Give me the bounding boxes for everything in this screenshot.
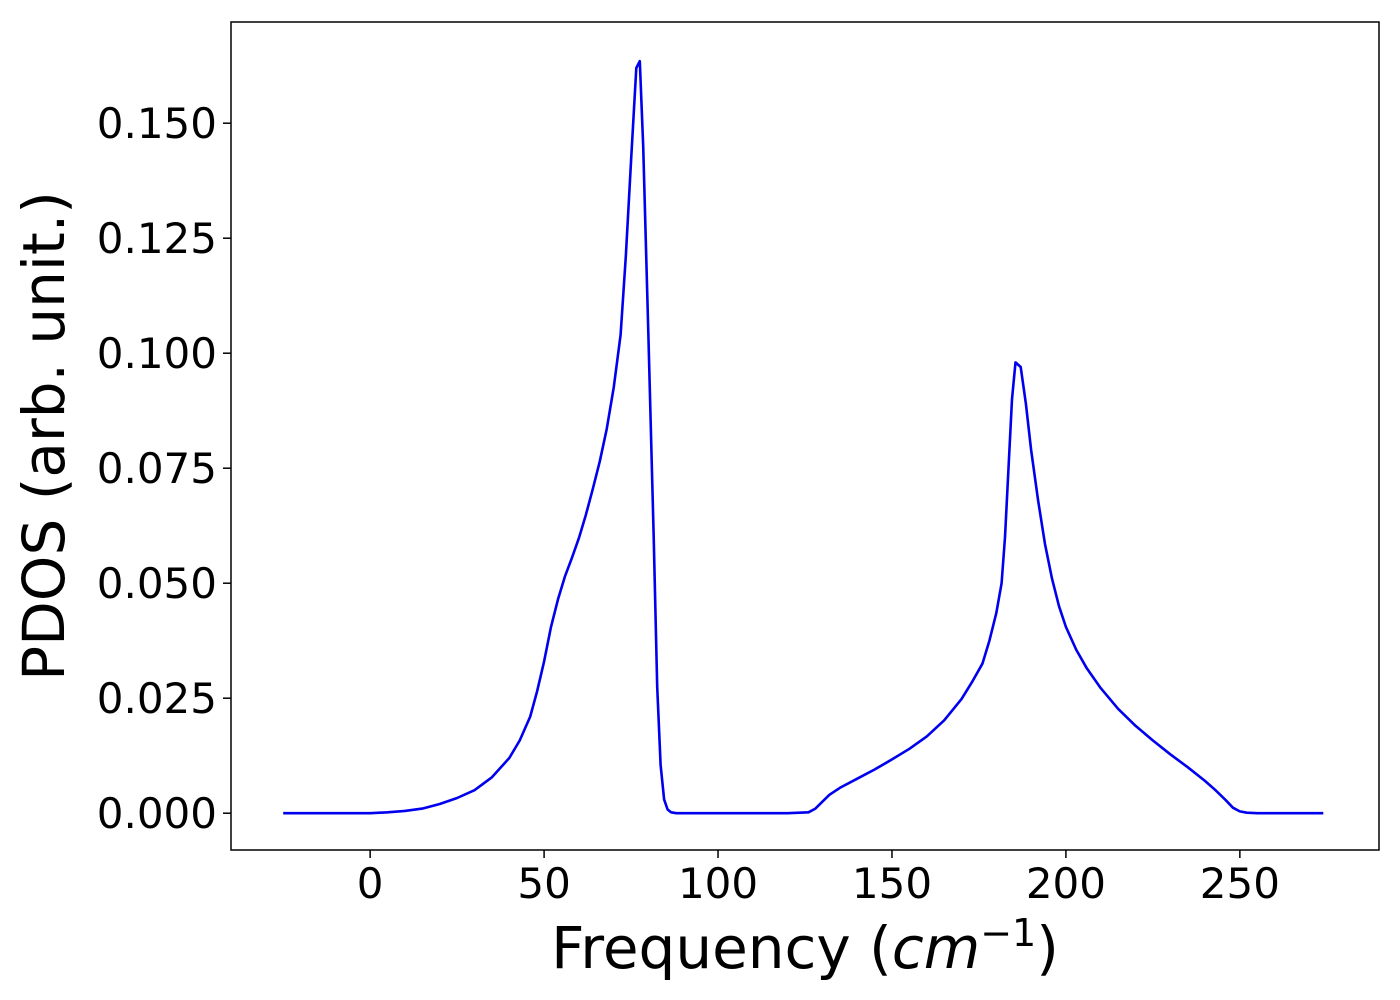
x-axis-label: Frequency (cm−1): [551, 911, 1059, 982]
y-axis-label: PDOS (arb. unit.): [10, 191, 78, 681]
pdos-series-line: [283, 59, 1324, 815]
y-tick-label: 0.100: [97, 329, 217, 378]
y-tick-label: 0.075: [97, 444, 217, 493]
y-tick-label: 0.025: [97, 674, 217, 723]
y-tick-label: 0.125: [97, 214, 217, 263]
plot-area: [230, 21, 1380, 851]
x-tick-label: 250: [1200, 859, 1280, 908]
series-layer: [283, 59, 1324, 815]
y-tick-label: 0.000: [97, 789, 217, 838]
x-tick-label: 100: [678, 859, 758, 908]
y-axis: 0.000 0.025 0.050 0.075 0.100 0.125 0.150: [97, 99, 231, 838]
x-tick-label: 150: [852, 859, 932, 908]
x-tick-label: 200: [1026, 859, 1106, 908]
y-tick-label: 0.150: [97, 99, 217, 148]
x-tick-label: 50: [517, 859, 570, 908]
y-tick-label: 0.050: [97, 559, 217, 608]
x-axis: 0 50 100 150 200 250: [357, 850, 1280, 908]
x-tick-label: 0: [357, 859, 384, 908]
